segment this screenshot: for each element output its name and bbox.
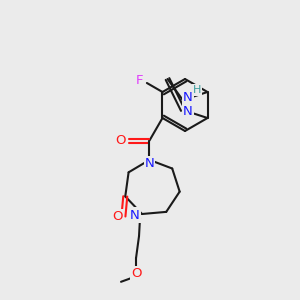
Text: N: N [183, 91, 193, 103]
Text: O: O [115, 134, 126, 147]
Text: N: N [145, 158, 154, 170]
Text: N: N [130, 208, 140, 221]
Text: O: O [112, 210, 123, 223]
Text: N: N [183, 106, 193, 118]
Text: O: O [131, 267, 141, 280]
Text: F: F [136, 74, 144, 88]
Text: H: H [193, 85, 201, 95]
